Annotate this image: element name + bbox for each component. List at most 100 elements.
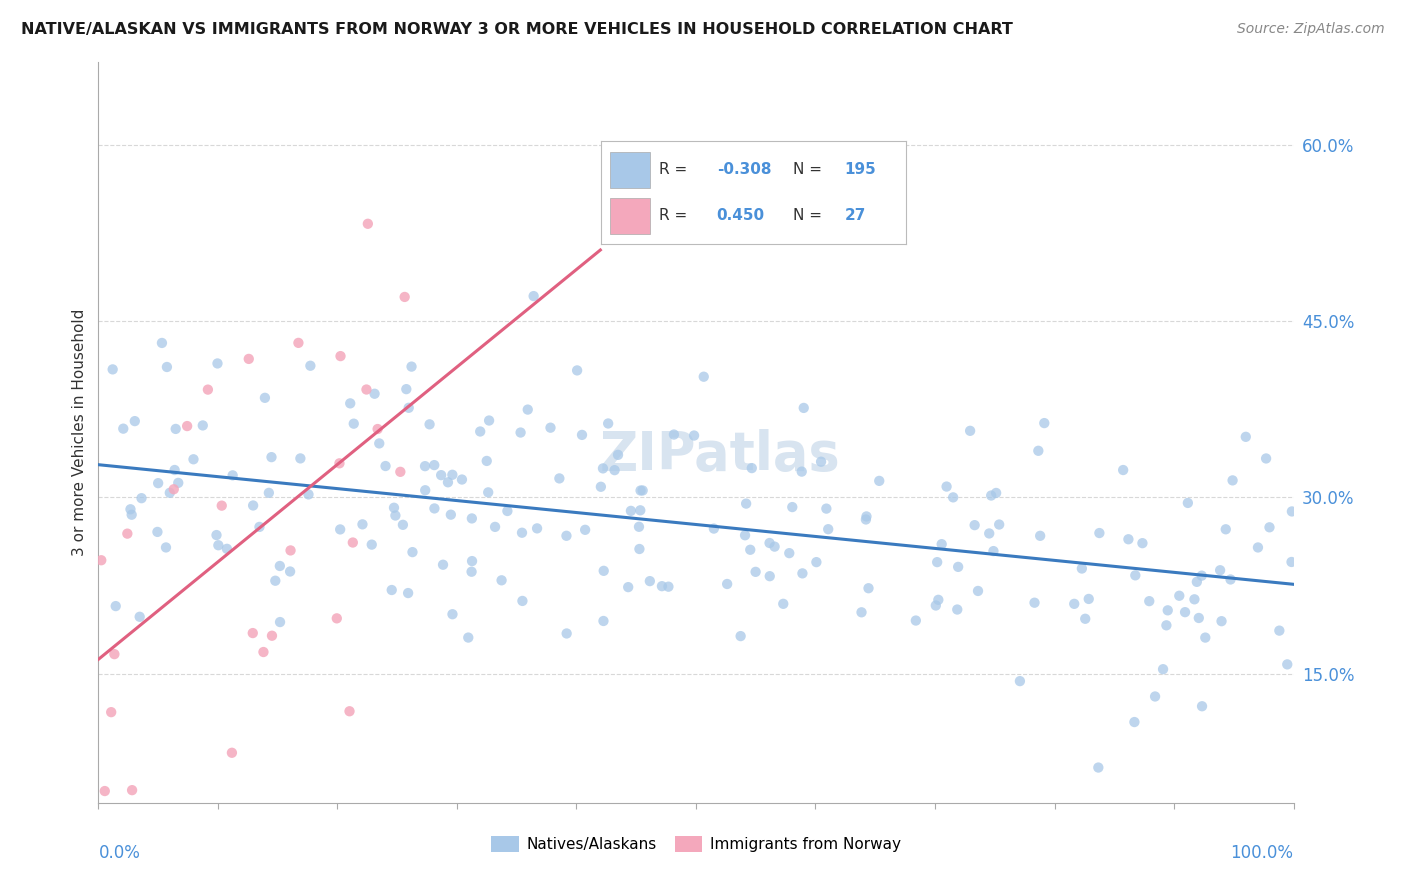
Point [382,500,405,515]
Point [221,746,243,760]
Point [855,512,877,526]
Point [440,508,463,522]
Point [631,483,654,498]
Point [817,522,839,536]
Point [628,503,651,517]
Point [392,517,415,532]
Point [925,599,948,613]
Point [477,485,499,500]
Point [565,363,588,377]
Point [395,382,418,396]
Point [191,418,214,433]
Point [1152,662,1174,676]
Point [360,538,382,552]
Point [851,605,873,619]
Point [1070,561,1092,575]
Point [339,704,361,718]
Point [592,564,614,578]
Point [526,521,548,535]
Point [484,520,506,534]
Point [810,455,832,469]
Point [735,497,758,511]
Point [457,631,479,645]
Point [1132,536,1154,550]
Point [117,526,139,541]
Point [368,436,391,450]
Point [1188,611,1211,625]
Point [1157,603,1180,617]
Point [441,607,464,622]
Point [1156,618,1178,632]
Point [617,580,640,594]
Point [176,419,198,434]
Point [423,458,446,472]
Point [389,465,412,479]
Point [592,614,614,628]
Point [855,509,877,524]
Point [146,476,169,491]
Point [461,511,484,525]
Point [628,541,651,556]
Point [260,450,283,464]
Point [290,451,312,466]
Point [242,499,264,513]
Point [329,523,352,537]
Point [242,626,264,640]
Text: ZIPatlas: ZIPatlas [599,429,841,481]
Point [693,369,716,384]
Point [297,487,319,501]
Point [1234,430,1257,444]
Point [1087,760,1109,774]
Point [772,597,794,611]
Legend: Natives/Alaskans, Immigrants from Norway: Natives/Alaskans, Immigrants from Norway [485,830,907,858]
Point [326,611,349,625]
Point [1191,699,1213,714]
Point [868,474,890,488]
Point [730,629,752,643]
Point [980,489,1002,503]
Point [252,645,274,659]
Point [1137,594,1160,608]
Point [339,396,361,410]
Point [249,520,271,534]
Point [571,428,593,442]
Point [103,647,125,661]
Text: 27: 27 [845,208,866,223]
Point [163,463,186,477]
Point [1168,589,1191,603]
Point [657,580,679,594]
Point [269,559,291,574]
Point [744,565,766,579]
Point [221,468,243,483]
Point [516,402,538,417]
Point [253,391,276,405]
Point [215,541,238,556]
Point [1177,496,1199,510]
Point [734,528,756,542]
Point [478,413,501,427]
Point [159,485,181,500]
Point [792,566,814,581]
Point [419,417,441,432]
Point [94,784,117,798]
Point [1028,443,1050,458]
Point [394,290,416,304]
Point [470,425,492,439]
Point [374,458,396,473]
Point [716,577,738,591]
Point [413,483,436,498]
Point [396,586,419,600]
Point [423,501,446,516]
Point [205,528,228,542]
Point [1209,563,1232,577]
Point [491,574,513,588]
Point [946,560,969,574]
Point [401,359,423,374]
Point [121,783,143,797]
Point [207,356,229,370]
Point [1254,451,1277,466]
Point [100,705,122,719]
Point [398,401,420,415]
Text: N =: N = [793,161,823,177]
Text: R =: R = [658,208,688,223]
